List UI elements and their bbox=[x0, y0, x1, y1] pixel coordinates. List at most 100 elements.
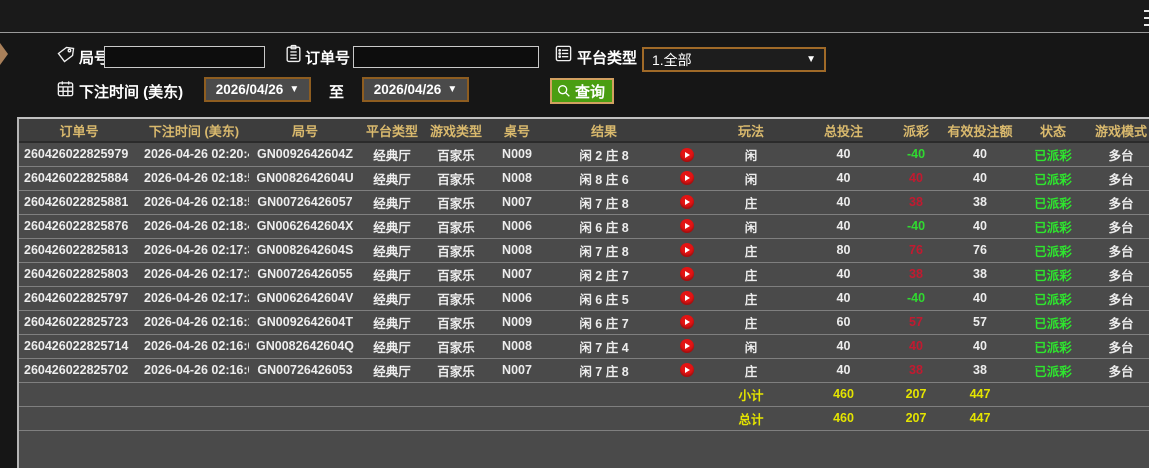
play-video-icon[interactable] bbox=[680, 339, 694, 354]
date-from-picker[interactable]: 2026/04/26 ▼ bbox=[204, 77, 311, 102]
cell-video bbox=[663, 166, 711, 191]
col-game-mode: 游戏模式 bbox=[1082, 119, 1149, 143]
cell-status: 已派彩 bbox=[1024, 166, 1082, 191]
cell-payout: 40 bbox=[896, 166, 936, 191]
cell-platform: 经典厅 bbox=[361, 166, 423, 191]
cell-valid-bet: 38 bbox=[936, 262, 1024, 287]
play-video-icon[interactable] bbox=[680, 219, 694, 234]
cell-bet-time bbox=[139, 406, 249, 431]
cell-bet-time: 2026-04-26 02:16:06 bbox=[139, 358, 249, 383]
bet-time-label: 下注时间 (美东) bbox=[79, 84, 184, 101]
cell-bet-time: 2026-04-26 02:18:51 bbox=[139, 190, 249, 215]
col-video bbox=[663, 119, 711, 143]
cell-play-type: 庄 bbox=[711, 190, 791, 215]
cell-status: 已派彩 bbox=[1024, 310, 1082, 335]
cell-play-type: 闲 bbox=[711, 214, 791, 239]
cell-game-mode: 多台 bbox=[1082, 238, 1149, 263]
cell-bet-time: 2026-04-26 02:18:54 bbox=[139, 166, 249, 191]
cell-play-type: 庄 bbox=[711, 358, 791, 383]
cell-play-type: 闲 bbox=[711, 334, 791, 359]
date-to-value: 2026/04/26 bbox=[373, 82, 442, 97]
cell-order-no: 260426022825876 bbox=[19, 214, 139, 239]
table-header-row: 订单号 下注时间 (美东) 局号 平台类型 游戏类型 桌号 结果 玩法 总投注 … bbox=[19, 119, 1149, 143]
cell-result: 闲 8 庄 6 bbox=[545, 166, 663, 191]
cell-payout: 57 bbox=[896, 310, 936, 335]
cell-table-no: N006 bbox=[489, 286, 545, 311]
cell-payout: -40 bbox=[896, 142, 936, 167]
play-video-icon[interactable] bbox=[680, 363, 694, 378]
cell-valid-bet: 40 bbox=[936, 334, 1024, 359]
col-game-no: 局号 bbox=[249, 119, 361, 143]
platform-list-icon bbox=[554, 44, 573, 63]
cell-valid-bet: 40 bbox=[936, 214, 1024, 239]
cell-table-no: N009 bbox=[489, 142, 545, 167]
order-no-label: 订单号 bbox=[305, 50, 351, 67]
play-video-icon[interactable] bbox=[680, 291, 694, 306]
date-to-picker[interactable]: 2026/04/26 ▼ bbox=[362, 77, 469, 102]
cell-table-no: N009 bbox=[489, 310, 545, 335]
cell-platform: 经典厅 bbox=[361, 262, 423, 287]
cell-platform bbox=[361, 406, 423, 431]
col-game-type: 游戏类型 bbox=[423, 119, 489, 143]
cell-game-type bbox=[423, 406, 489, 431]
cell-valid-bet: 38 bbox=[936, 358, 1024, 383]
cell-order-no: 260426022825881 bbox=[19, 190, 139, 215]
cell-total-bet: 80 bbox=[791, 238, 896, 263]
cell-result bbox=[545, 382, 663, 407]
play-video-icon[interactable] bbox=[680, 315, 694, 330]
cell-play-type: 庄 bbox=[711, 310, 791, 335]
cell-valid-bet: 40 bbox=[936, 286, 1024, 311]
play-video-icon[interactable] bbox=[680, 243, 694, 258]
topbar bbox=[0, 0, 1149, 33]
cell-game-no bbox=[249, 382, 361, 407]
cell-status bbox=[1024, 382, 1082, 407]
chevron-down-icon: ▼ bbox=[289, 84, 300, 95]
date-to-connector-label: 至 bbox=[329, 84, 345, 101]
game-no-input[interactable] bbox=[104, 46, 265, 68]
play-video-icon[interactable] bbox=[680, 147, 694, 162]
cell-order-no: 260426022825797 bbox=[19, 286, 139, 311]
cell-total-bet: 40 bbox=[791, 142, 896, 167]
play-video-icon[interactable] bbox=[680, 171, 694, 186]
cell-play-type: 闲 bbox=[711, 142, 791, 167]
cell-video bbox=[663, 238, 711, 263]
cell-status: 已派彩 bbox=[1024, 286, 1082, 311]
cell-platform: 经典厅 bbox=[361, 238, 423, 263]
cell-payout: -40 bbox=[896, 214, 936, 239]
play-video-icon[interactable] bbox=[680, 195, 694, 210]
panel-expand-arrow-icon[interactable] bbox=[0, 43, 8, 65]
cell-video bbox=[663, 142, 711, 167]
cell-platform: 经典厅 bbox=[361, 214, 423, 239]
col-payout: 派彩 bbox=[896, 119, 936, 143]
cell-result: 闲 7 庄 8 bbox=[545, 358, 663, 383]
cell-video bbox=[663, 310, 711, 335]
query-button-label: 查询 bbox=[575, 83, 606, 101]
cell-video bbox=[663, 214, 711, 239]
cell-order-no: 260426022825979 bbox=[19, 142, 139, 167]
cell-play-type: 庄 bbox=[711, 238, 791, 263]
cell-game-no: GN00726426053 bbox=[249, 358, 361, 383]
cell-platform bbox=[361, 382, 423, 407]
order-no-input[interactable] bbox=[353, 46, 539, 68]
cell-bet-time: 2026-04-26 02:16:08 bbox=[139, 334, 249, 359]
cell-video bbox=[663, 382, 711, 407]
cell-platform: 经典厅 bbox=[361, 286, 423, 311]
play-video-icon[interactable] bbox=[680, 267, 694, 282]
cell-order-no: 260426022825723 bbox=[19, 310, 139, 335]
platform-type-select[interactable]: 1.全部 ▼ bbox=[642, 47, 826, 72]
col-platform: 平台类型 bbox=[361, 119, 423, 143]
cell-table-no: N008 bbox=[489, 334, 545, 359]
date-from-value: 2026/04/26 bbox=[215, 82, 284, 97]
hamburger-icon[interactable] bbox=[1144, 10, 1149, 31]
query-button[interactable]: 查询 bbox=[550, 78, 615, 104]
